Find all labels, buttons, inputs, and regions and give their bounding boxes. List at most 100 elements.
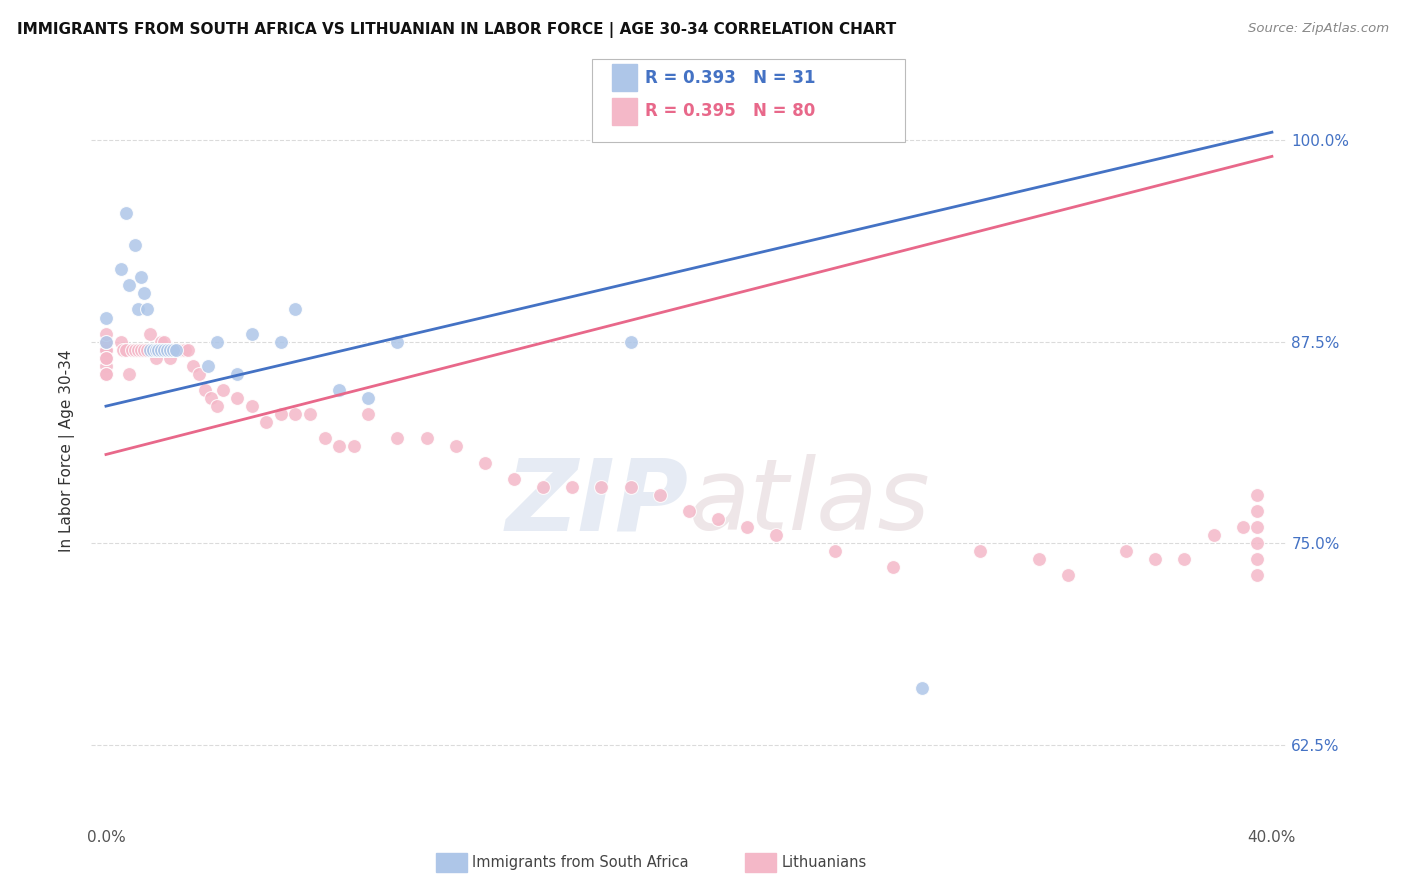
Point bbox=[211, 383, 233, 397]
Point bbox=[156, 343, 179, 357]
Point bbox=[94, 343, 117, 357]
Point bbox=[284, 302, 307, 317]
Point bbox=[94, 351, 117, 365]
Point bbox=[110, 334, 132, 349]
Point bbox=[969, 544, 991, 558]
Point bbox=[142, 343, 165, 357]
Point bbox=[183, 359, 205, 373]
Point bbox=[387, 431, 409, 445]
Point bbox=[135, 302, 157, 317]
Point bbox=[145, 343, 167, 357]
Point bbox=[270, 334, 292, 349]
Point bbox=[145, 351, 167, 365]
Point bbox=[138, 343, 160, 357]
Point bbox=[765, 528, 787, 542]
Point bbox=[343, 439, 366, 453]
Point bbox=[94, 367, 117, 381]
Point bbox=[1246, 520, 1268, 534]
Point bbox=[531, 480, 554, 494]
Point bbox=[200, 391, 222, 405]
Point bbox=[165, 343, 187, 357]
Point bbox=[170, 343, 193, 357]
Point bbox=[142, 343, 165, 357]
Y-axis label: In Labor Force | Age 30-34: In Labor Force | Age 30-34 bbox=[59, 349, 76, 552]
Point bbox=[197, 359, 219, 373]
Point bbox=[156, 343, 179, 357]
Point bbox=[94, 351, 117, 365]
Point bbox=[314, 431, 336, 445]
Point bbox=[1173, 552, 1195, 566]
Point bbox=[115, 206, 138, 220]
Point bbox=[1057, 568, 1080, 582]
Point bbox=[561, 480, 583, 494]
Point bbox=[240, 326, 263, 341]
Point bbox=[387, 334, 409, 349]
Point bbox=[124, 343, 146, 357]
Point bbox=[284, 407, 307, 421]
Point bbox=[357, 391, 380, 405]
Point bbox=[1246, 552, 1268, 566]
Point bbox=[135, 343, 157, 357]
Point bbox=[159, 343, 181, 357]
Point bbox=[94, 334, 117, 349]
Point bbox=[148, 343, 170, 357]
Point bbox=[357, 407, 380, 421]
Point bbox=[127, 343, 149, 357]
Point bbox=[226, 367, 249, 381]
Point bbox=[824, 544, 846, 558]
Point bbox=[148, 343, 170, 357]
Point bbox=[735, 520, 758, 534]
Point bbox=[153, 334, 176, 349]
Point bbox=[165, 343, 187, 357]
Point bbox=[707, 512, 730, 526]
Point bbox=[911, 681, 934, 695]
Point bbox=[328, 383, 350, 397]
Point bbox=[129, 270, 152, 285]
Text: Immigrants from South Africa: Immigrants from South Africa bbox=[472, 855, 689, 870]
Point bbox=[678, 504, 700, 518]
Point bbox=[503, 472, 526, 486]
Point bbox=[226, 391, 249, 405]
Point bbox=[162, 343, 184, 357]
Point bbox=[591, 480, 613, 494]
Text: Lithuanians: Lithuanians bbox=[782, 855, 868, 870]
Point bbox=[132, 286, 155, 301]
Point bbox=[328, 439, 350, 453]
Point bbox=[129, 343, 152, 357]
Point bbox=[620, 334, 643, 349]
Point bbox=[118, 367, 141, 381]
Point bbox=[1246, 568, 1268, 582]
Point bbox=[94, 334, 117, 349]
Point bbox=[1246, 536, 1268, 550]
Text: Source: ZipAtlas.com: Source: ZipAtlas.com bbox=[1249, 22, 1389, 36]
Point bbox=[118, 278, 141, 293]
Text: atlas: atlas bbox=[689, 454, 931, 551]
Point bbox=[110, 262, 132, 277]
Point bbox=[124, 238, 146, 252]
Text: R = 0.393   N = 31: R = 0.393 N = 31 bbox=[645, 69, 815, 87]
Point bbox=[1202, 528, 1225, 542]
Point bbox=[882, 560, 904, 574]
Point bbox=[176, 343, 198, 357]
Point bbox=[1246, 488, 1268, 502]
Point bbox=[127, 302, 149, 317]
Point bbox=[153, 343, 176, 357]
Point bbox=[254, 415, 277, 429]
Point bbox=[205, 334, 228, 349]
Point bbox=[162, 343, 184, 357]
Point bbox=[94, 334, 117, 349]
Point bbox=[1144, 552, 1167, 566]
Point bbox=[173, 343, 195, 357]
Point bbox=[620, 480, 643, 494]
Point bbox=[121, 343, 143, 357]
Point bbox=[474, 456, 496, 470]
Point bbox=[1232, 520, 1254, 534]
Point bbox=[115, 343, 138, 357]
Point bbox=[112, 343, 135, 357]
Point bbox=[1246, 504, 1268, 518]
Point bbox=[270, 407, 292, 421]
Point bbox=[94, 367, 117, 381]
Point bbox=[205, 399, 228, 413]
Point bbox=[1115, 544, 1137, 558]
Text: ZIP: ZIP bbox=[506, 454, 689, 551]
